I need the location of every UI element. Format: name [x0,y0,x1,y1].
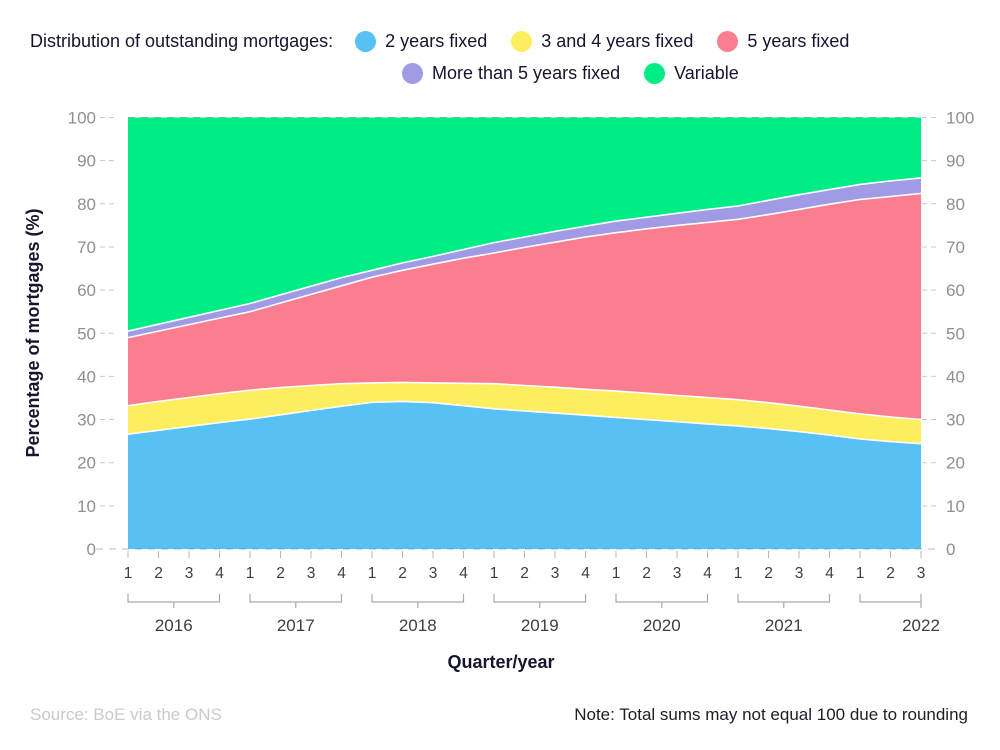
year-bracket [493,594,587,608]
quarter-label: 1 [368,565,377,582]
quarter-label: 4 [825,565,834,582]
y-axis-tick-label-right: 70 [946,238,965,257]
quarter-label: 1 [734,565,743,582]
quarter-label: 4 [703,565,712,582]
x-axis: 1 2 3 4 2016 1 2 3 4 2017 1 2 3 4 2018 1 2 3 4 2019 1 2 3 4 2020… [124,551,940,635]
area-5-years-fixed [128,193,921,420]
quarter-label: 4 [215,565,224,582]
quarter-label: 1 [856,565,865,582]
quarter-label: 1 [246,565,255,582]
x-axis-title: Quarter/year [447,652,554,672]
year-bracket [859,594,922,608]
y-axis-tick-label-left: 60 [77,281,96,300]
y-axes: 0 0 10 10 20 20 30 30 40 40 50 50 60 60 70 70 80 80 90 90 10… [68,109,975,560]
quarter-label: 4 [581,565,590,582]
chart-title: Distribution of outstanding mortgages: [30,30,334,51]
y-axis-tick-label-left: 80 [77,195,96,214]
quarter-label: 1 [124,565,133,582]
y-axis-tick-label-right: 0 [946,540,955,559]
quarter-label: 2 [642,565,651,582]
band-separator [127,381,922,421]
year-bracket [737,594,831,608]
y-axis-tick-label-left: 100 [68,109,96,128]
legend-swatch-variable-icon [644,62,666,84]
quarter-label: 1 [612,565,621,582]
quarter-label: 3 [795,565,804,582]
legend-item-5-years-fixed: 5 years fixed [717,30,850,52]
legend-item-2-years-fixed: 2 years fixed [355,30,488,52]
quarter-label: 2 [398,565,407,582]
year-bracket [127,594,221,608]
y-axis-tick-label-right: 50 [946,324,965,343]
legend-item-3-and-4-years-fixed: 3 and 4 years fixed [511,30,694,52]
legend-item-variable: Variable [644,62,739,84]
quarter-label: 2 [886,565,895,582]
y-axis-tick-label-right: 30 [946,411,965,430]
quarter-label: 3 [429,565,438,582]
area-3-and-4-years-fixed [128,382,921,444]
legend-swatch-5-years-fixed-icon [717,30,739,52]
legend-swatch-2-years-fixed-icon [355,30,377,52]
legend-label: Variable [674,62,739,83]
area-more-than-5-years-fixed [128,177,921,338]
legend: Distribution of outstanding mortgages: 2… [30,25,873,89]
quarter-label: 4 [337,565,346,582]
band-separator [127,177,922,332]
y-axis-tick-label-right: 40 [946,367,965,386]
y-axis-tick-label-left: 0 [87,540,96,559]
legend-row-2: More than 5 years fixed Variable [402,57,873,89]
quarter-label: 2 [764,565,773,582]
y-axis-tick-label-left: 90 [77,152,96,171]
y-axis-tick-label-right: 80 [946,195,965,214]
year-label: 2017 [277,616,315,635]
quarter-label: 4 [459,565,468,582]
note-text: Note: Total sums may not equal 100 due t… [574,705,968,724]
y-axis-tick-label-left: 40 [77,367,96,386]
year-bracket [371,594,465,608]
year-label: 2022 [902,616,940,635]
quarter-label: 3 [185,565,194,582]
y-axis-tick-label-right: 90 [946,152,965,171]
y-axis-tick-label-left: 30 [77,411,96,430]
y-axis-tick-label-left: 20 [77,454,96,473]
year-label: 2016 [155,616,193,635]
quarter-label: 1 [490,565,499,582]
y-axis-tick-label-right: 100 [946,109,974,128]
year-bracket [249,594,343,608]
year-label: 2019 [521,616,559,635]
legend-label: 3 and 4 years fixed [541,30,694,51]
quarter-label: 3 [673,565,682,582]
area-2-years-fixed [128,401,921,549]
y-axis-title: Percentage of mortgages (%) [23,208,43,457]
y-axis-tick-label-right: 10 [946,497,965,516]
y-axis-tick-label-left: 50 [77,324,96,343]
legend-label: 5 years fixed [747,30,850,51]
year-label: 2021 [765,616,803,635]
legend-swatch-3-and-4-years-fixed-icon [511,30,533,52]
area-variable [128,117,921,332]
y-axis-tick-label-left: 70 [77,238,96,257]
legend-swatch-more-than-5-years-fixed-icon [402,62,423,84]
band-separator [127,400,922,445]
year-label: 2018 [399,616,437,635]
quarter-label: 2 [154,565,163,582]
legend-row-1: Distribution of outstanding mortgages: 2… [30,25,873,57]
y-axis-tick-label-right: 20 [946,454,965,473]
quarter-label: 2 [520,565,529,582]
band-separator [127,192,922,339]
source-text: Source: BoE via the ONS [30,705,222,724]
legend-label: More than 5 years fixed [432,62,621,83]
year-bracket [615,594,709,608]
plot-areas [127,117,922,549]
quarter-label: 2 [276,565,285,582]
quarter-label: 3 [551,565,560,582]
y-axis-tick-label-right: 60 [946,281,965,300]
quarter-label: 3 [307,565,316,582]
legend-item-more-than-5-years-fixed: More than 5 years fixed [402,62,621,84]
y-axis-tick-label-left: 10 [77,497,96,516]
quarter-label: 3 [917,565,926,582]
year-label: 2020 [643,616,681,635]
legend-label: 2 years fixed [385,30,488,51]
